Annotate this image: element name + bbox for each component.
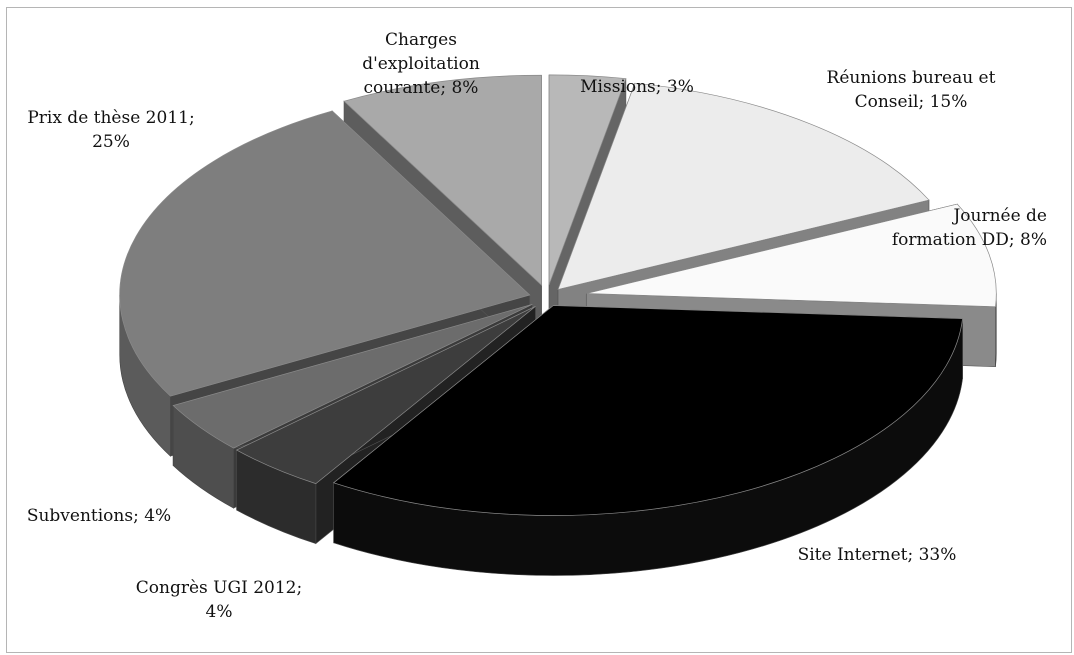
slice-top (586, 203, 997, 308)
slice-label-line: Journée de (951, 206, 1047, 226)
chart-frame: Missions; 3% Réunions bureau et Conseil; 1… (6, 7, 1072, 653)
slice-top (119, 110, 531, 397)
slice-label-line: Conseil; 15% (855, 92, 968, 112)
slice-label-line: Réunions bureau et (827, 68, 996, 88)
pie-labels: Missions; 3% Réunions bureau et Conseil; 1… (27, 30, 1047, 622)
slice-label-line: courante; 8% (364, 78, 479, 98)
slice-label-missions: Missions; 3% (580, 77, 694, 97)
slice-top (557, 82, 930, 290)
slice-label-subventions: Subventions; 4% (27, 506, 171, 526)
slice-top (172, 304, 533, 449)
slice-label-line: Subventions; 4% (27, 506, 171, 526)
pie-chart: Missions; 3% Réunions bureau et Conseil; 1… (27, 30, 1047, 622)
slice-label-line: d'exploitation (362, 54, 480, 74)
slice-label-line: Congrès UGI 2012; (136, 578, 302, 598)
slice-label-line: 25% (92, 132, 130, 152)
slice-label-congres-ugi-2012: Congrès UGI 2012; 4% (136, 578, 302, 622)
pie-slice-site-internet (332, 304, 963, 576)
slice-label-line: Site Internet; 33% (798, 545, 957, 565)
slice-label-prix-de-these-2011: Prix de thèse 2011; 25% (27, 108, 194, 152)
slice-label-line: formation DD; 8% (892, 230, 1047, 250)
pie-slices (119, 74, 997, 576)
slice-label-charges-d-exploitation-courante: Charges d'exploitation courante; 8% (362, 30, 480, 98)
slice-label-line: Prix de thèse 2011; (27, 108, 194, 128)
slice-top (548, 74, 627, 285)
slice-label-line: Missions; 3% (580, 77, 694, 97)
slice-top (332, 305, 963, 516)
slice-label-line: Charges (385, 30, 457, 50)
slice-top (343, 74, 542, 287)
slice-label-site-internet: Site Internet; 33% (798, 545, 957, 565)
slice-label-line: 4% (206, 602, 233, 622)
slice-top (235, 306, 536, 485)
slice-label-reunions-bureau-et-conseil: Réunions bureau et Conseil; 15% (827, 68, 996, 112)
slice-label-journee-de-formation-dd: Journée de formation DD; 8% (892, 206, 1047, 250)
